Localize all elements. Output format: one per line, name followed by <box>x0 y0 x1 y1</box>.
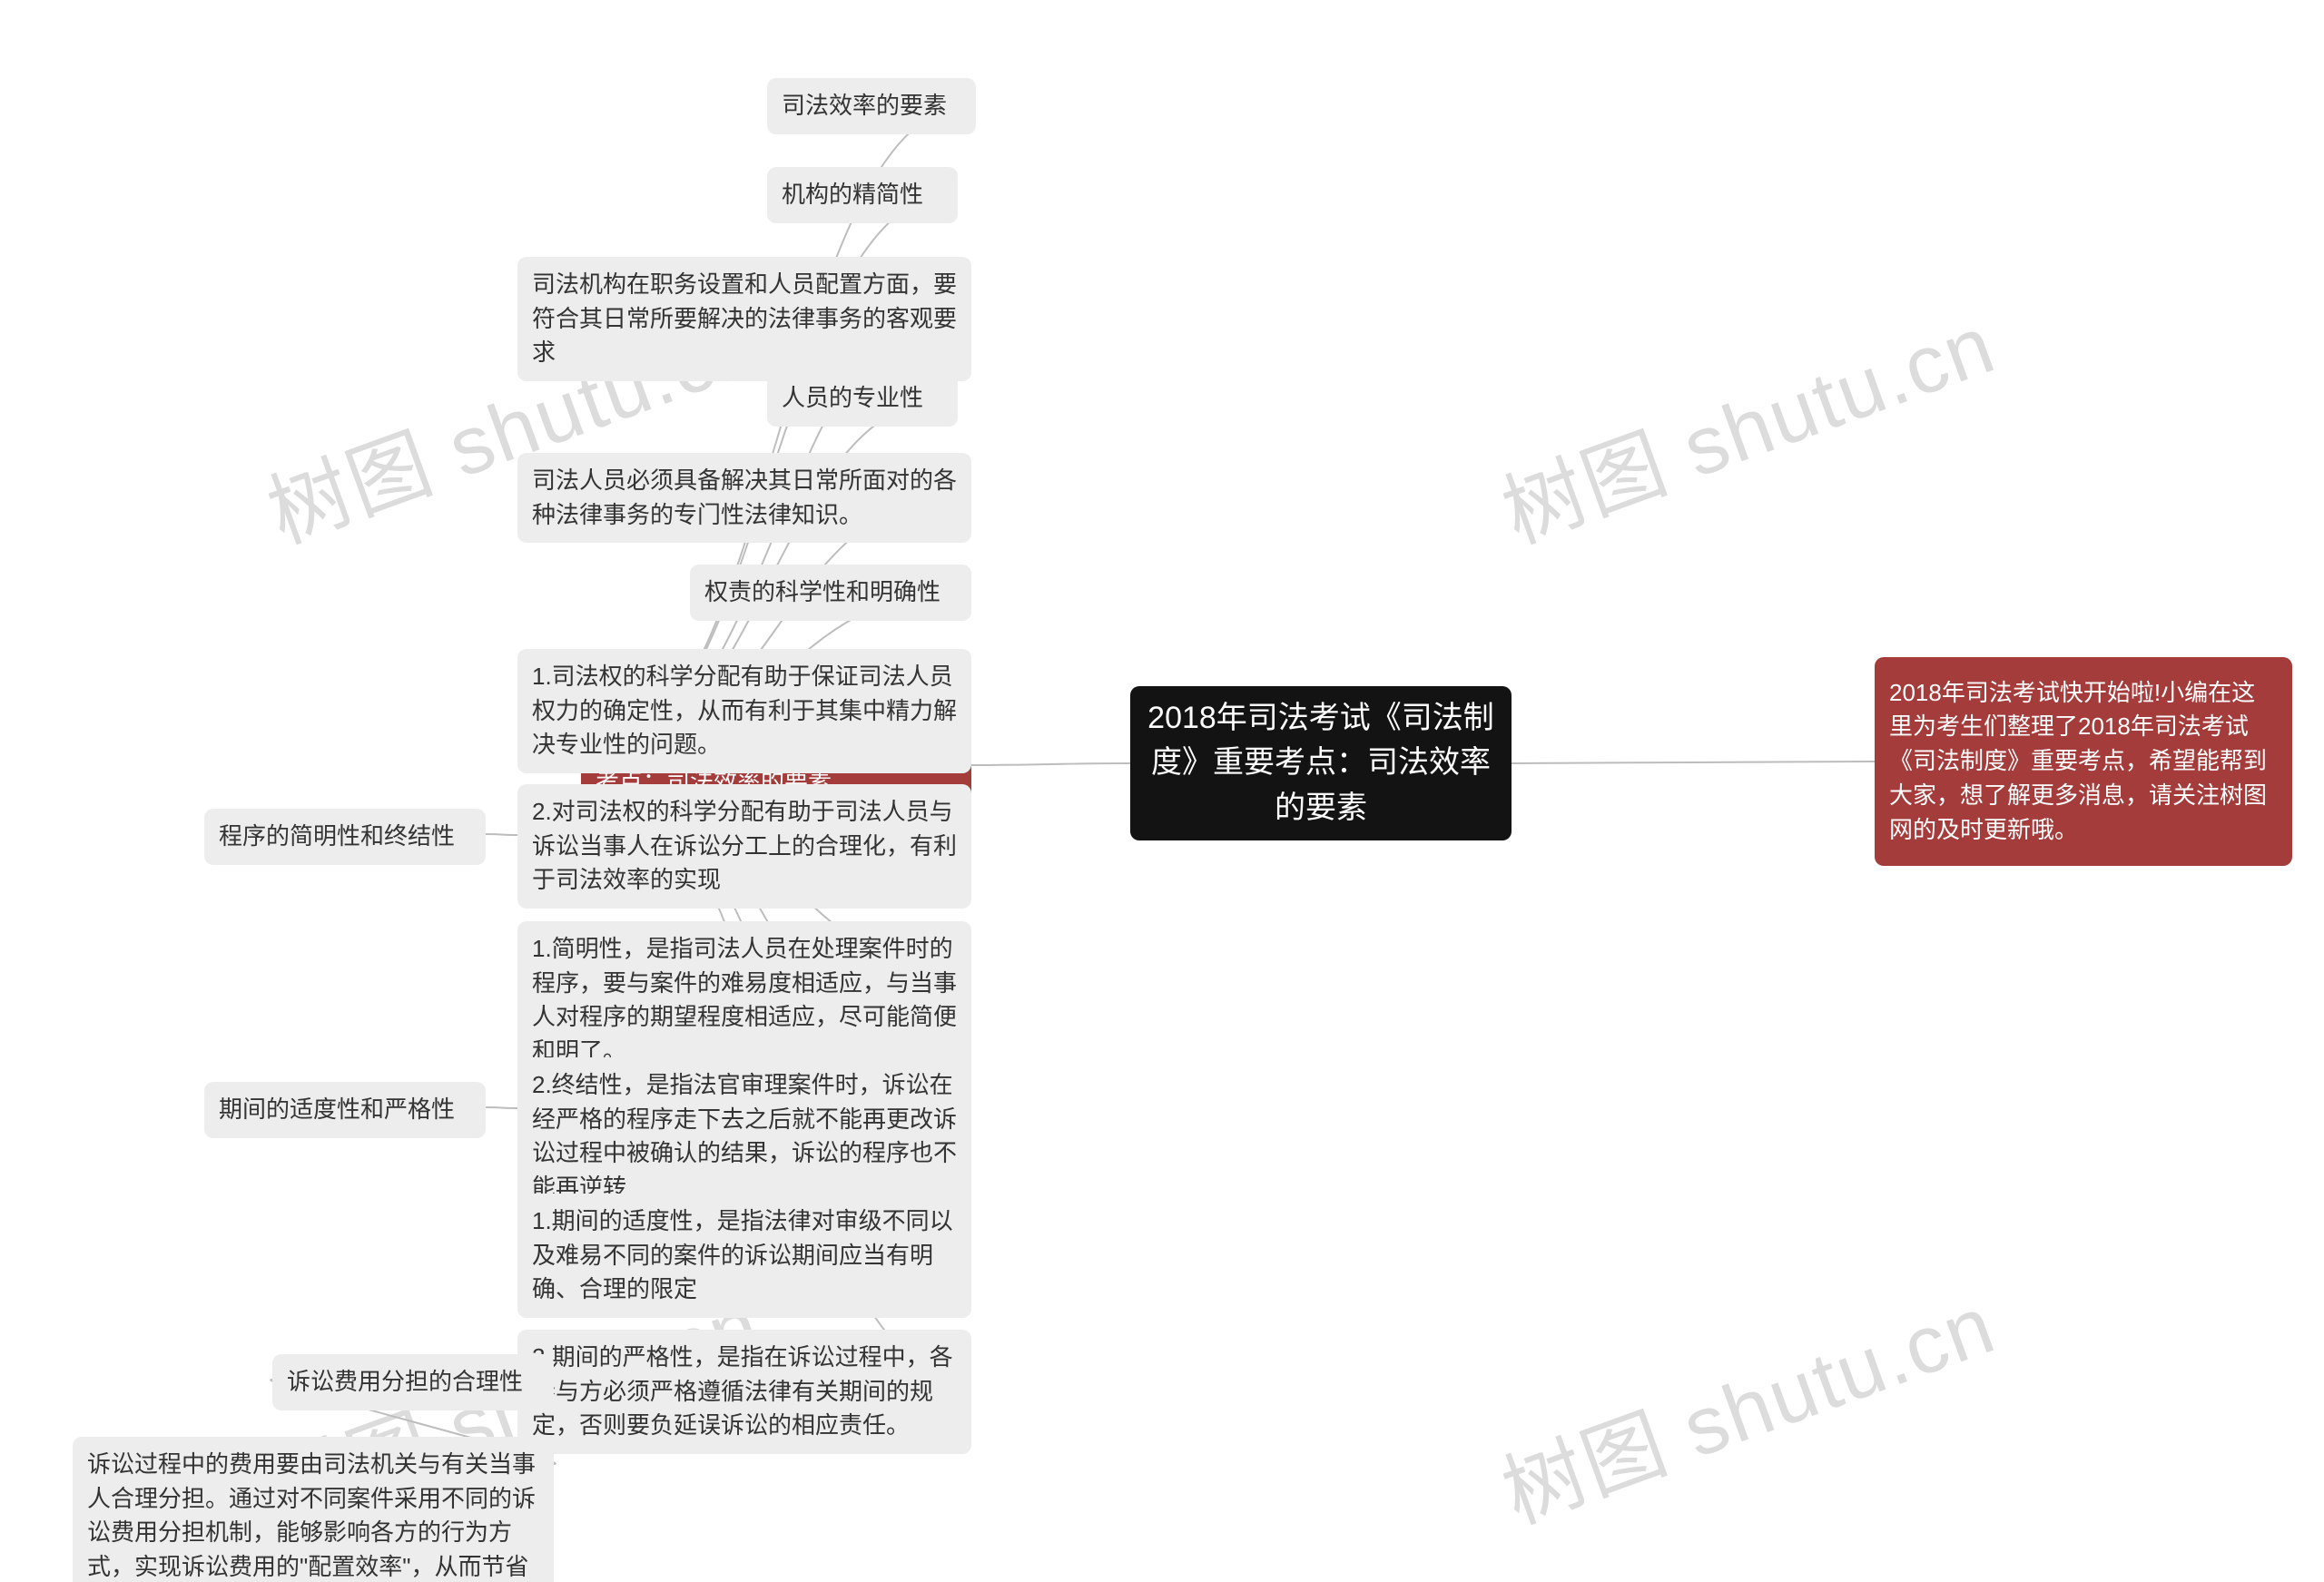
detail-node-text: 2.终结性，是指法官审理案件时，诉讼在经严格的程序走下去之后就不能再更改诉讼过程… <box>532 1068 957 1205</box>
leaf-node-text: 期间的适度性和严格性 <box>219 1093 455 1127</box>
detail-node[interactable]: 1.司法权的科学分配有助于保证司法人员权力的确定性，从而有利于其集中精力解决专业… <box>517 649 971 773</box>
detail-node-text: 司法机构在职务设置和人员配置方面，要符合其日常所要解决的法律事务的客观要求 <box>532 268 957 370</box>
detail-node[interactable]: 人员的专业性 <box>767 370 958 427</box>
detail-node-text: 权责的科学性和明确性 <box>704 575 940 610</box>
root-node[interactable]: 2018年司法考试《司法制度》重要考点：司法效率的要素 <box>1130 686 1512 840</box>
leaf-node[interactable]: 诉讼费用分担的合理性 <box>272 1354 554 1410</box>
detail-node[interactable]: 权责的科学性和明确性 <box>690 565 971 621</box>
detail-node-text: 人员的专业性 <box>782 381 923 416</box>
detail-node-text: 1.司法权的科学分配有助于保证司法人员权力的确定性，从而有利于其集中精力解决专业… <box>532 660 957 762</box>
leaf-node[interactable]: 诉讼过程中的费用要由司法机关与有关当事人合理分担。通过对不同案件采用不同的诉讼费… <box>73 1437 554 1582</box>
detail-node[interactable]: 司法效率的要素 <box>767 78 976 134</box>
detail-node-text: 1.简明性，是指司法人员在处理案件时的程序，要与案件的难易度相适应，与当事人对程… <box>532 932 957 1069</box>
leaf-node[interactable]: 期间的适度性和严格性 <box>204 1082 486 1138</box>
detail-node[interactable]: 1.期间的适度性，是指法律对审级不同以及难易不同的案件的诉讼期间应当有明确、合理… <box>517 1194 971 1318</box>
root-node-label: 2018年司法考试《司法制度》重要考点：司法效率的要素 <box>1145 696 1497 830</box>
detail-node[interactable]: 机构的精简性 <box>767 167 958 223</box>
leaf-node-text: 程序的简明性和终结性 <box>219 820 455 854</box>
watermark: 树图 shutu.cn <box>1484 279 2008 565</box>
intro-node-text: 2018年司法考试快开始啦!小编在这里为考生们整理了2018年司法考试《司法制度… <box>1889 676 2278 847</box>
connector <box>971 763 1130 765</box>
detail-node[interactable]: 1.简明性，是指司法人员在处理案件时的程序，要与案件的难易度相适应，与当事人对程… <box>517 921 971 1080</box>
detail-node-text: 2.期间的严格性，是指在诉讼过程中，各参与方必须严格遵循法律有关期间的规定，否则… <box>532 1341 957 1443</box>
detail-node[interactable]: 司法机构在职务设置和人员配置方面，要符合其日常所要解决的法律事务的客观要求 <box>517 257 971 381</box>
detail-node-text: 机构的精简性 <box>782 178 923 212</box>
leaf-node-text: 诉讼过程中的费用要由司法机关与有关当事人合理分担。通过对不同案件采用不同的诉讼费… <box>87 1448 539 1582</box>
leaf-node-text: 诉讼费用分担的合理性 <box>287 1365 523 1400</box>
detail-node-text: 1.期间的适度性，是指法律对审级不同以及难易不同的案件的诉讼期间应当有明确、合理… <box>532 1204 957 1307</box>
leaf-node[interactable]: 程序的简明性和终结性 <box>204 809 486 865</box>
detail-node-text: 司法效率的要素 <box>782 89 947 123</box>
connector <box>486 834 517 835</box>
detail-node[interactable]: 2.对司法权的科学分配有助于司法人员与诉讼当事人在诉讼分工上的合理化，有利于司法… <box>517 784 971 909</box>
intro-node[interactable]: 2018年司法考试快开始啦!小编在这里为考生们整理了2018年司法考试《司法制度… <box>1875 657 2292 866</box>
detail-node-text: 司法人员必须具备解决其日常所面对的各种法律事务的专门性法律知识。 <box>532 464 957 532</box>
connector <box>486 1107 517 1108</box>
detail-node-text: 2.对司法权的科学分配有助于司法人员与诉讼当事人在诉讼分工上的合理化，有利于司法… <box>532 795 957 898</box>
watermark: 树图 shutu.cn <box>1484 1259 2008 1546</box>
detail-node[interactable]: 2.终结性，是指法官审理案件时，诉讼在经严格的程序走下去之后就不能再更改诉讼过程… <box>517 1057 971 1216</box>
detail-node[interactable]: 2.期间的严格性，是指在诉讼过程中，各参与方必须严格遵循法律有关期间的规定，否则… <box>517 1330 971 1454</box>
connector <box>1512 762 1875 763</box>
detail-node[interactable]: 司法人员必须具备解决其日常所面对的各种法律事务的专门性法律知识。 <box>517 453 971 543</box>
